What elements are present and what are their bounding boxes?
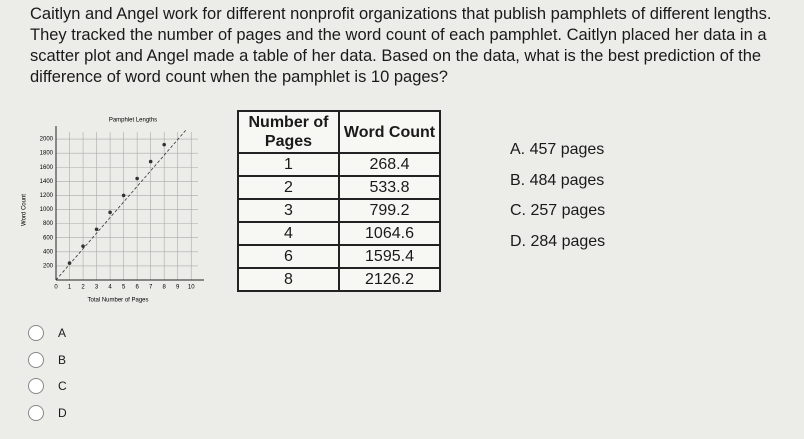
x-tick-label: 3 [95,285,99,291]
radio[interactable] [28,378,44,394]
table-cell: 533.8 [338,175,441,200]
choice[interactable]: C [28,378,67,394]
x-tick-label: 8 [163,285,167,291]
table-cell: 1064.6 [338,221,441,246]
point [67,261,72,265]
table-cell: 6 [237,244,340,269]
point [108,210,112,215]
option: D. 284 pages [510,232,606,250]
y-tick-label: 800 [43,221,54,227]
option: A. 457 pages [510,141,605,158]
choice-label: C [58,379,67,393]
x-tick-label: 9 [176,285,180,291]
radio[interactable] [28,351,44,368]
x-tick-label: 5 [122,285,126,291]
x-tick-label: 0 [54,285,58,291]
y-tick-label: 600 [43,235,54,241]
table-cell: 1595.4 [338,244,441,269]
x-tick-label: 1 [68,285,72,291]
y-tick-label: 1000 [40,207,54,213]
x-tick-label: 10 [188,285,195,291]
data-table: Number of Pages Word Count 1 268.4 2 533.8 3 7… [237,110,441,292]
point [81,244,85,248]
choice-label: A [58,326,67,340]
y-tick-label: 1800 [40,151,54,157]
table-cell: 8 [237,267,340,292]
y-axis-label: Word Count [22,194,28,226]
scatter-plot: Pamphlet Lengths Total Number of Pages W… [22,118,204,304]
table-cell: 268.4 [338,152,441,177]
y-tick-label: 1200 [40,193,54,199]
point [162,142,166,147]
choice-label: B [58,352,67,367]
point [121,193,126,198]
table-cell: 2126.2 [338,267,441,292]
trend-line [55,129,187,281]
chart-title: Pamphlet Lengths [109,118,157,124]
x-tick-label: 4 [108,285,112,291]
question: Caitlyn and Angel work for different non… [30,5,772,86]
x-tick-label: 7 [149,285,153,291]
table-cell: 3 [237,198,340,223]
radio[interactable] [28,404,44,421]
table-cell: 799.2 [338,198,441,223]
y-tick-label: 200 [43,263,54,269]
y-tick-label: 2000 [40,137,54,143]
y-tick-label: 1400 [40,179,54,185]
choice-label: D [58,405,67,420]
x-tick-label: 6 [135,285,139,291]
x-tick-label: 2 [81,285,85,291]
choice[interactable]: D [28,404,67,421]
y-tick-label: 1600 [40,165,54,171]
table-cell: 4 [237,221,340,246]
option: B. 484 pages [510,171,605,189]
y-tick-label: 400 [43,249,54,255]
table-cell: 2 [237,175,340,200]
option: C. 257 pages [510,202,606,219]
choice[interactable]: A [28,325,66,341]
point [135,176,139,181]
point [94,227,99,232]
table-header: Word Count [338,110,441,154]
choice[interactable]: B [28,351,67,368]
table-cell: 1 [237,152,340,177]
table-header: Number of Pages [237,110,340,154]
x-axis-label: Total Number of Pages [87,298,148,304]
radio[interactable] [28,325,44,341]
point [148,159,153,164]
